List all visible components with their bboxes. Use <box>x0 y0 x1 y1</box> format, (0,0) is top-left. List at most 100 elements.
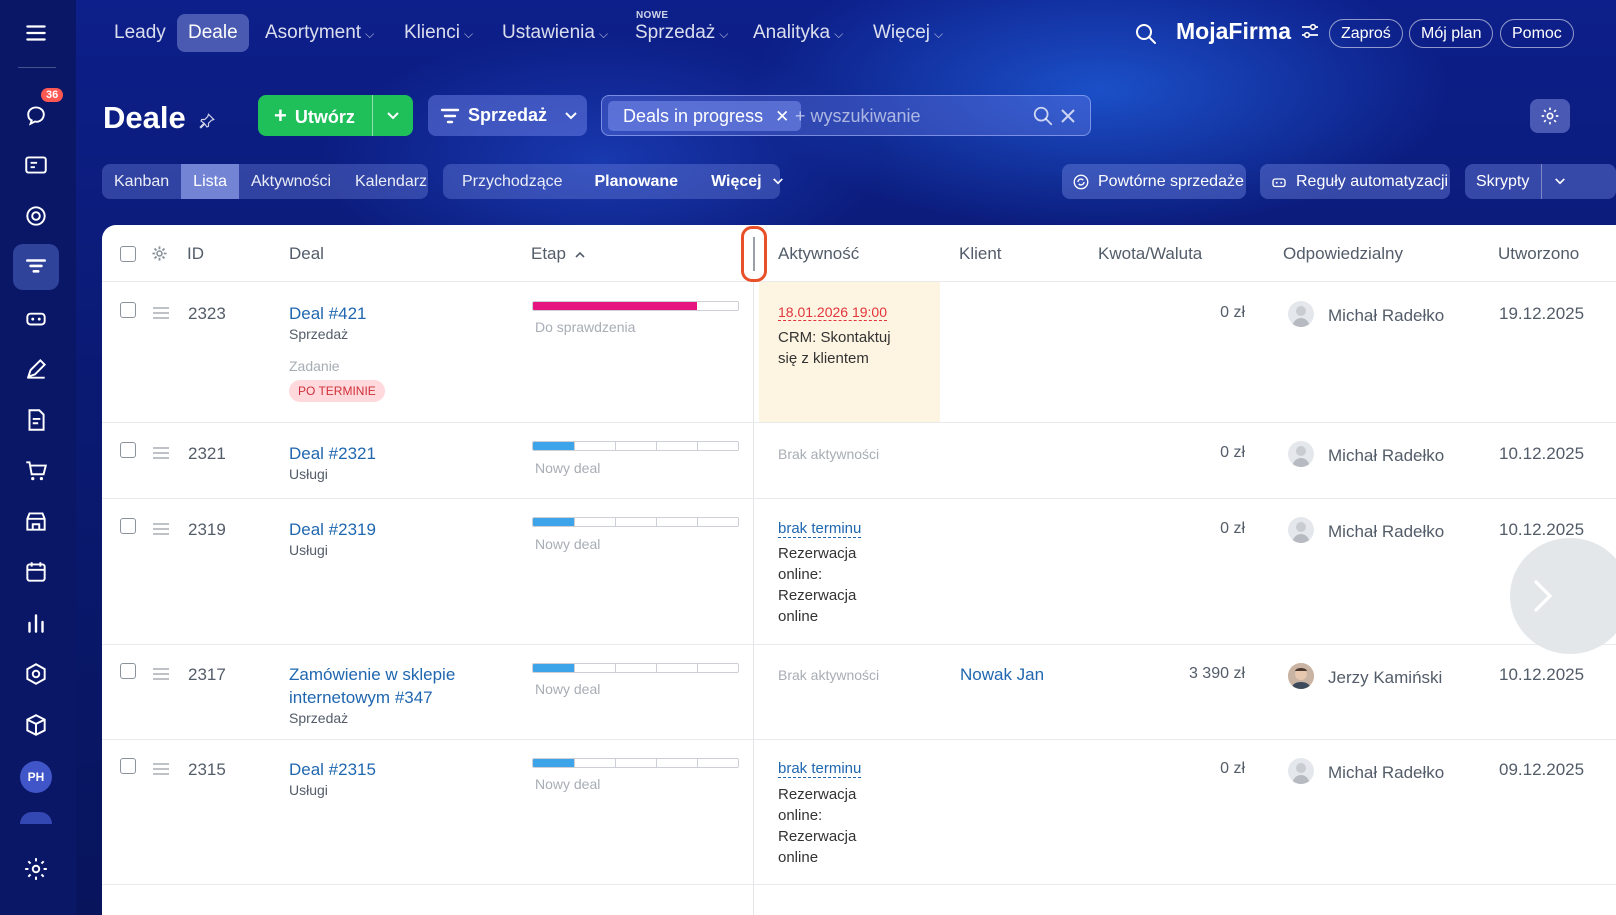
column-aktywnosc[interactable]: Aktywność <box>778 244 860 263</box>
scripts-button[interactable]: Skrypty <box>1465 164 1616 199</box>
column-deal[interactable]: Deal <box>289 244 324 263</box>
stage-progress-bar[interactable] <box>532 758 739 768</box>
create-button[interactable]: + Utwórz <box>258 95 413 136</box>
drag-handle-icon[interactable] <box>152 446 170 460</box>
activity-description[interactable]: CRM: Skontaktuj się z klientem <box>778 329 891 367</box>
nav-leady[interactable]: Leady <box>103 14 177 52</box>
deal-title-link[interactable]: Deal #2321 <box>289 444 376 463</box>
gear-icon[interactable] <box>151 245 168 262</box>
clear-icon[interactable] <box>1060 108 1076 124</box>
stage-progress-bar[interactable] <box>532 301 739 311</box>
client-link[interactable]: Nowak Jan <box>960 665 1045 684</box>
filter-wiecej[interactable]: Więcej <box>703 164 784 199</box>
activity-no-deadline-link[interactable]: brak terminu <box>778 760 862 778</box>
invite-button[interactable]: Zaproś <box>1329 19 1403 48</box>
target-icon[interactable] <box>13 193 59 239</box>
filter-planowane[interactable]: Planowane <box>594 173 679 190</box>
my-plan-button[interactable]: Mój plan <box>1409 19 1494 48</box>
nav-klienci[interactable]: Klienci ⌵ <box>393 14 484 52</box>
nav-analityka[interactable]: Analityka ⌵ <box>742 14 854 52</box>
avatar[interactable] <box>1288 301 1314 327</box>
table-row[interactable]: 2319 Deal #2319 Usługi Nowy deal brak te… <box>102 499 1616 645</box>
filter-tag[interactable]: Deals in progress ✕ <box>608 101 802 131</box>
row-checkbox[interactable] <box>120 302 136 318</box>
stage-progress-bar[interactable] <box>532 441 739 451</box>
avatar[interactable] <box>1288 441 1314 467</box>
search-bar[interactable]: Deals in progress ✕ + wyszukiwanie <box>601 95 1091 136</box>
column-utworzono[interactable]: Utworzono <box>1498 244 1580 263</box>
column-etap[interactable]: Etap <box>531 244 585 264</box>
chevron-down-icon[interactable] <box>1554 177 1566 186</box>
nav-wiecej[interactable]: Więcej ⌵ <box>862 14 954 52</box>
table-row[interactable]: 2321 Deal #2321 Usługi Nowy deal Brak ak… <box>102 423 1616 499</box>
responsible-name[interactable]: Jerzy Kamiński <box>1328 668 1443 687</box>
activity-none[interactable]: Brak aktywności <box>778 446 880 462</box>
deal-title-link[interactable]: Deal #2319 <box>289 520 376 539</box>
column-kwota[interactable]: Kwota/Waluta <box>1098 244 1203 263</box>
pipeline-selector[interactable]: Sprzedaż <box>428 95 587 136</box>
pen-icon[interactable] <box>13 346 59 392</box>
avatar[interactable] <box>1288 663 1314 689</box>
funnel-icon[interactable] <box>13 244 59 290</box>
responsible-name[interactable]: Michał Radełko <box>1328 306 1445 325</box>
activity-deadline-link[interactable]: 18.01.2026 19:00 <box>778 304 887 322</box>
row-checkbox[interactable] <box>120 663 136 679</box>
tab-lista[interactable]: Lista <box>181 164 239 199</box>
contact-card-icon[interactable] <box>13 142 59 188</box>
avatar[interactable] <box>1288 758 1314 784</box>
menu-icon[interactable] <box>13 10 59 56</box>
column-resize-handle[interactable] <box>741 226 767 282</box>
cart-icon[interactable] <box>13 448 59 494</box>
close-icon[interactable]: ✕ <box>775 107 790 126</box>
deal-title-line2[interactable]: internetowym #347 <box>289 688 433 707</box>
stage-progress-bar[interactable] <box>532 663 739 673</box>
select-all-checkbox[interactable] <box>120 246 136 262</box>
search-icon[interactable] <box>1032 105 1054 127</box>
column-odpowiedzialny[interactable]: Odpowiedzialny <box>1283 244 1404 263</box>
row-checkbox[interactable] <box>120 518 136 534</box>
stage-progress-bar[interactable] <box>532 517 739 527</box>
drag-handle-icon[interactable] <box>152 306 170 320</box>
chat-icon[interactable]: 36 <box>13 88 64 138</box>
column-id[interactable]: ID <box>187 244 204 263</box>
tab-kanban[interactable]: Kanban <box>114 173 170 190</box>
repeat-sales-button[interactable]: Powtórne sprzedaże <box>1062 164 1246 199</box>
activity-none[interactable]: Brak aktywności <box>778 667 880 683</box>
tab-aktywnosci[interactable]: Aktywności <box>250 173 331 190</box>
tab-kalendarz[interactable]: Kalendarz <box>355 173 428 190</box>
nav-asortyment[interactable]: Asortyment ⌵ <box>254 14 385 52</box>
table-row[interactable]: 2315 Deal #2315 Usługi Nowy deal brak te… <box>102 740 1616 885</box>
user-avatar[interactable]: PH <box>20 761 52 793</box>
drag-handle-icon[interactable] <box>152 522 170 536</box>
settings-icon[interactable] <box>13 846 59 892</box>
page-settings-button[interactable] <box>1530 99 1570 133</box>
nav-deale[interactable]: Deale <box>177 14 249 52</box>
calendar-icon[interactable] <box>13 549 59 595</box>
store-icon[interactable] <box>13 498 59 544</box>
pin-icon[interactable] <box>198 112 216 130</box>
brand-name[interactable]: MojaFirma <box>1176 18 1319 45</box>
document-icon[interactable] <box>13 397 59 443</box>
table-row[interactable]: 2317 Zamówienie w sklepie internetowym #… <box>102 645 1616 740</box>
robot-icon[interactable] <box>13 295 59 341</box>
chart-icon[interactable] <box>13 600 59 646</box>
scroll-right-button[interactable] <box>1510 538 1616 654</box>
box-icon[interactable] <box>13 702 59 748</box>
activity-description[interactable]: Rezerwacja online: Rezerwacja online <box>778 545 857 625</box>
automation-rules-button[interactable]: Reguły automatyzacji <box>1260 164 1450 199</box>
nav-sprzedaz[interactable]: Sprzedaż ⌵ <box>624 14 739 52</box>
deal-title-link[interactable]: Deal #2315 <box>289 760 376 779</box>
responsible-name[interactable]: Michał Radełko <box>1328 522 1445 541</box>
search-input[interactable]: + wyszukiwanie <box>795 106 921 126</box>
row-checkbox[interactable] <box>120 442 136 458</box>
row-checkbox[interactable] <box>120 758 136 774</box>
activity-no-deadline-link[interactable]: brak terminu <box>778 520 862 538</box>
hexagon-icon[interactable] <box>13 651 59 697</box>
filter-przychodzace[interactable]: Przychodzące <box>462 173 563 190</box>
create-dropdown[interactable] <box>372 95 413 136</box>
help-button[interactable]: Pomoc <box>1500 19 1574 48</box>
table-row[interactable]: 2323 Deal #421 Sprzedaż Zadanie PO TERMI… <box>102 282 1616 423</box>
deal-title-link[interactable]: Deal #421 <box>289 304 367 323</box>
search-icon[interactable] <box>1134 22 1158 51</box>
drag-handle-icon[interactable] <box>152 667 170 681</box>
